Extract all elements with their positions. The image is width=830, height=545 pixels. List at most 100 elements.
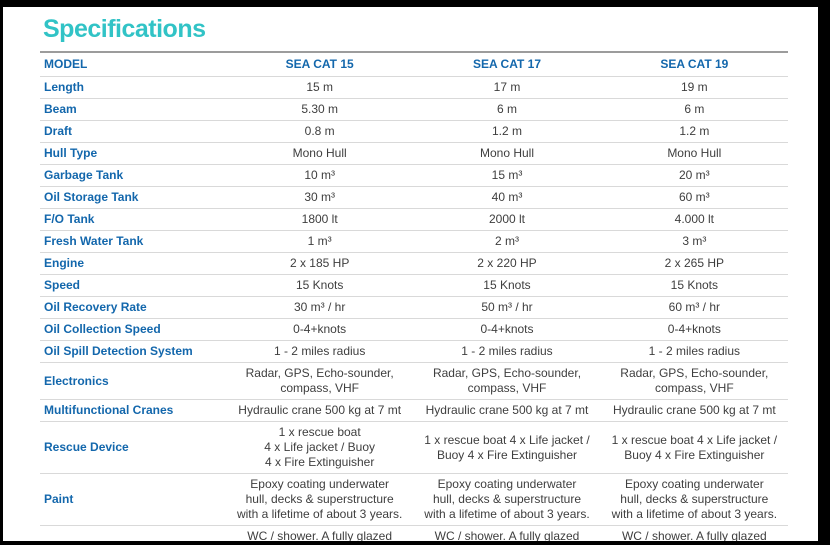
cell-seacat17: 17 m [413,76,601,99]
cell-seacat19: WC / shower. A fully glazed wheelhouse h… [600,525,788,541]
cell-seacat17: 15 m³ [413,164,601,187]
table-row: Multifunctional Cranes Hydraulic crane 5… [40,399,788,422]
cell-seacat15: Mono Hull [226,142,414,165]
cell-seacat17: Mono Hull [413,142,601,165]
page-body: Specifications MODEL SEA CAT 15 SEA CAT … [3,7,818,541]
cell-seacat15: 1 x rescue boat 4 x Life jacket / Buoy 4… [226,421,414,474]
cell-seacat19: 6 m [600,98,788,121]
table-row: Paint Epoxy coating underwater hull, dec… [40,473,788,526]
cell-seacat19: 60 m³ [600,186,788,209]
cell-seacat17: 6 m [413,98,601,121]
table-row: Fresh Water Tank 1 m³ 2 m³ 3 m³ [40,230,788,253]
row-label: Engine [40,252,226,275]
cell-seacat17: 1 - 2 miles radius [413,340,601,363]
cell-seacat19: 1 - 2 miles radius [600,340,788,363]
specs-table-body: Length 15 m 17 m 19 m Beam 5.30 m 6 m 6 … [40,76,788,541]
table-row: Speed 15 Knots 15 Knots 15 Knots [40,274,788,297]
cell-seacat17: 0-4+knots [413,318,601,341]
row-label: Multifunctional Cranes [40,399,226,422]
cell-seacat15: 15 m [226,76,414,99]
specs-table: MODEL SEA CAT 15 SEA CAT 17 SEA CAT 19 L… [40,53,788,541]
cell-seacat19: Mono Hull [600,142,788,165]
cell-seacat19: 0-4+knots [600,318,788,341]
column-header-seacat15: SEA CAT 15 [226,53,414,77]
row-label: Fresh Water Tank [40,230,226,253]
cell-seacat17: 2 m³ [413,230,601,253]
title-divider [40,51,788,53]
row-label: Electronics [40,362,226,400]
specs-table-head: MODEL SEA CAT 15 SEA CAT 17 SEA CAT 19 [40,53,788,77]
cell-seacat19: Radar, GPS, Echo-sounder, compass, VHF [600,362,788,400]
column-header-seacat19: SEA CAT 19 [600,53,788,77]
cell-seacat15: 10 m³ [226,164,414,187]
table-row: Rescue Device 1 x rescue boat 4 x Life j… [40,421,788,474]
table-row: Draft 0.8 m 1.2 m 1.2 m [40,120,788,143]
cell-seacat19: Epoxy coating underwater hull, decks & s… [600,473,788,526]
cell-seacat17: 2000 lt [413,208,601,231]
cell-seacat17: 1 x rescue boat 4 x Life jacket / Buoy 4… [413,421,601,474]
cell-seacat19: 60 m³ / hr [600,296,788,319]
table-row: Beam 5.30 m 6 m 6 m [40,98,788,121]
table-row: F/O Tank 1800 lt 2000 lt 4.000 lt [40,208,788,231]
row-label: Hull Type [40,142,226,165]
column-header-model: MODEL [40,53,226,77]
table-row: Length 15 m 17 m 19 m [40,76,788,99]
table-row: Accommodations WC / shower. A fully glaz… [40,525,788,541]
cell-seacat19: Hydraulic crane 500 kg at 7 mt [600,399,788,422]
row-label: Oil Spill Detection System [40,340,226,363]
cell-seacat15: Epoxy coating underwater hull, decks & s… [226,473,414,526]
cell-seacat17: Radar, GPS, Echo-sounder, compass, VHF [413,362,601,400]
cell-seacat19: 2 x 265 HP [600,252,788,275]
cell-seacat15: 15 Knots [226,274,414,297]
row-label: Beam [40,98,226,121]
row-label: Oil Collection Speed [40,318,226,341]
column-header-seacat17: SEA CAT 17 [413,53,601,77]
cell-seacat15: 1 - 2 miles radius [226,340,414,363]
cell-seacat17: 2 x 220 HP [413,252,601,275]
cell-seacat15: 2 x 185 HP [226,252,414,275]
table-row: Engine 2 x 185 HP 2 x 220 HP 2 x 265 HP [40,252,788,275]
row-label: Accommodations [40,525,226,541]
cell-seacat15: 1800 lt [226,208,414,231]
table-header-row: MODEL SEA CAT 15 SEA CAT 17 SEA CAT 19 [40,53,788,77]
cell-seacat15: 0.8 m [226,120,414,143]
cell-seacat15: 30 m³ / hr [226,296,414,319]
cell-seacat15: 1 m³ [226,230,414,253]
table-row: Electronics Radar, GPS, Echo-sounder, co… [40,362,788,400]
row-label: Oil Storage Tank [40,186,226,209]
cell-seacat15: Hydraulic crane 500 kg at 7 mt [226,399,414,422]
table-row: Oil Recovery Rate 30 m³ / hr 50 m³ / hr … [40,296,788,319]
cell-seacat17: 50 m³ / hr [413,296,601,319]
table-row: Oil Collection Speed 0-4+knots 0-4+knots… [40,318,788,341]
cell-seacat17: Epoxy coating underwater hull, decks & s… [413,473,601,526]
cell-seacat15: 0-4+knots [226,318,414,341]
cell-seacat19: 1 x rescue boat 4 x Life jacket / Buoy 4… [600,421,788,474]
cell-seacat19: 19 m [600,76,788,99]
content-area: Specifications MODEL SEA CAT 15 SEA CAT … [3,7,818,541]
row-label: Paint [40,473,226,526]
cell-seacat19: 15 Knots [600,274,788,297]
table-row: Hull Type Mono Hull Mono Hull Mono Hull [40,142,788,165]
cell-seacat19: 20 m³ [600,164,788,187]
cell-seacat15: 5.30 m [226,98,414,121]
cell-seacat19: 1.2 m [600,120,788,143]
cell-seacat17: WC / shower. A fully glazed wheelhouse h… [413,525,601,541]
cell-seacat15: Radar, GPS, Echo-sounder, compass, VHF [226,362,414,400]
cell-seacat17: 1.2 m [413,120,601,143]
page-title: Specifications [43,15,206,43]
table-row: Oil Storage Tank 30 m³ 40 m³ 60 m³ [40,186,788,209]
row-label: Garbage Tank [40,164,226,187]
row-label: Rescue Device [40,421,226,474]
row-label: F/O Tank [40,208,226,231]
cell-seacat15: WC / shower. A fully glazed wheelhouse h… [226,525,414,541]
table-row: Garbage Tank 10 m³ 15 m³ 20 m³ [40,164,788,187]
cell-seacat17: 15 Knots [413,274,601,297]
cell-seacat17: Hydraulic crane 500 kg at 7 mt [413,399,601,422]
row-label: Length [40,76,226,99]
row-label: Speed [40,274,226,297]
row-label: Draft [40,120,226,143]
cell-seacat19: 4.000 lt [600,208,788,231]
table-row: Oil Spill Detection System 1 - 2 miles r… [40,340,788,363]
cell-seacat19: 3 m³ [600,230,788,253]
row-label: Oil Recovery Rate [40,296,226,319]
